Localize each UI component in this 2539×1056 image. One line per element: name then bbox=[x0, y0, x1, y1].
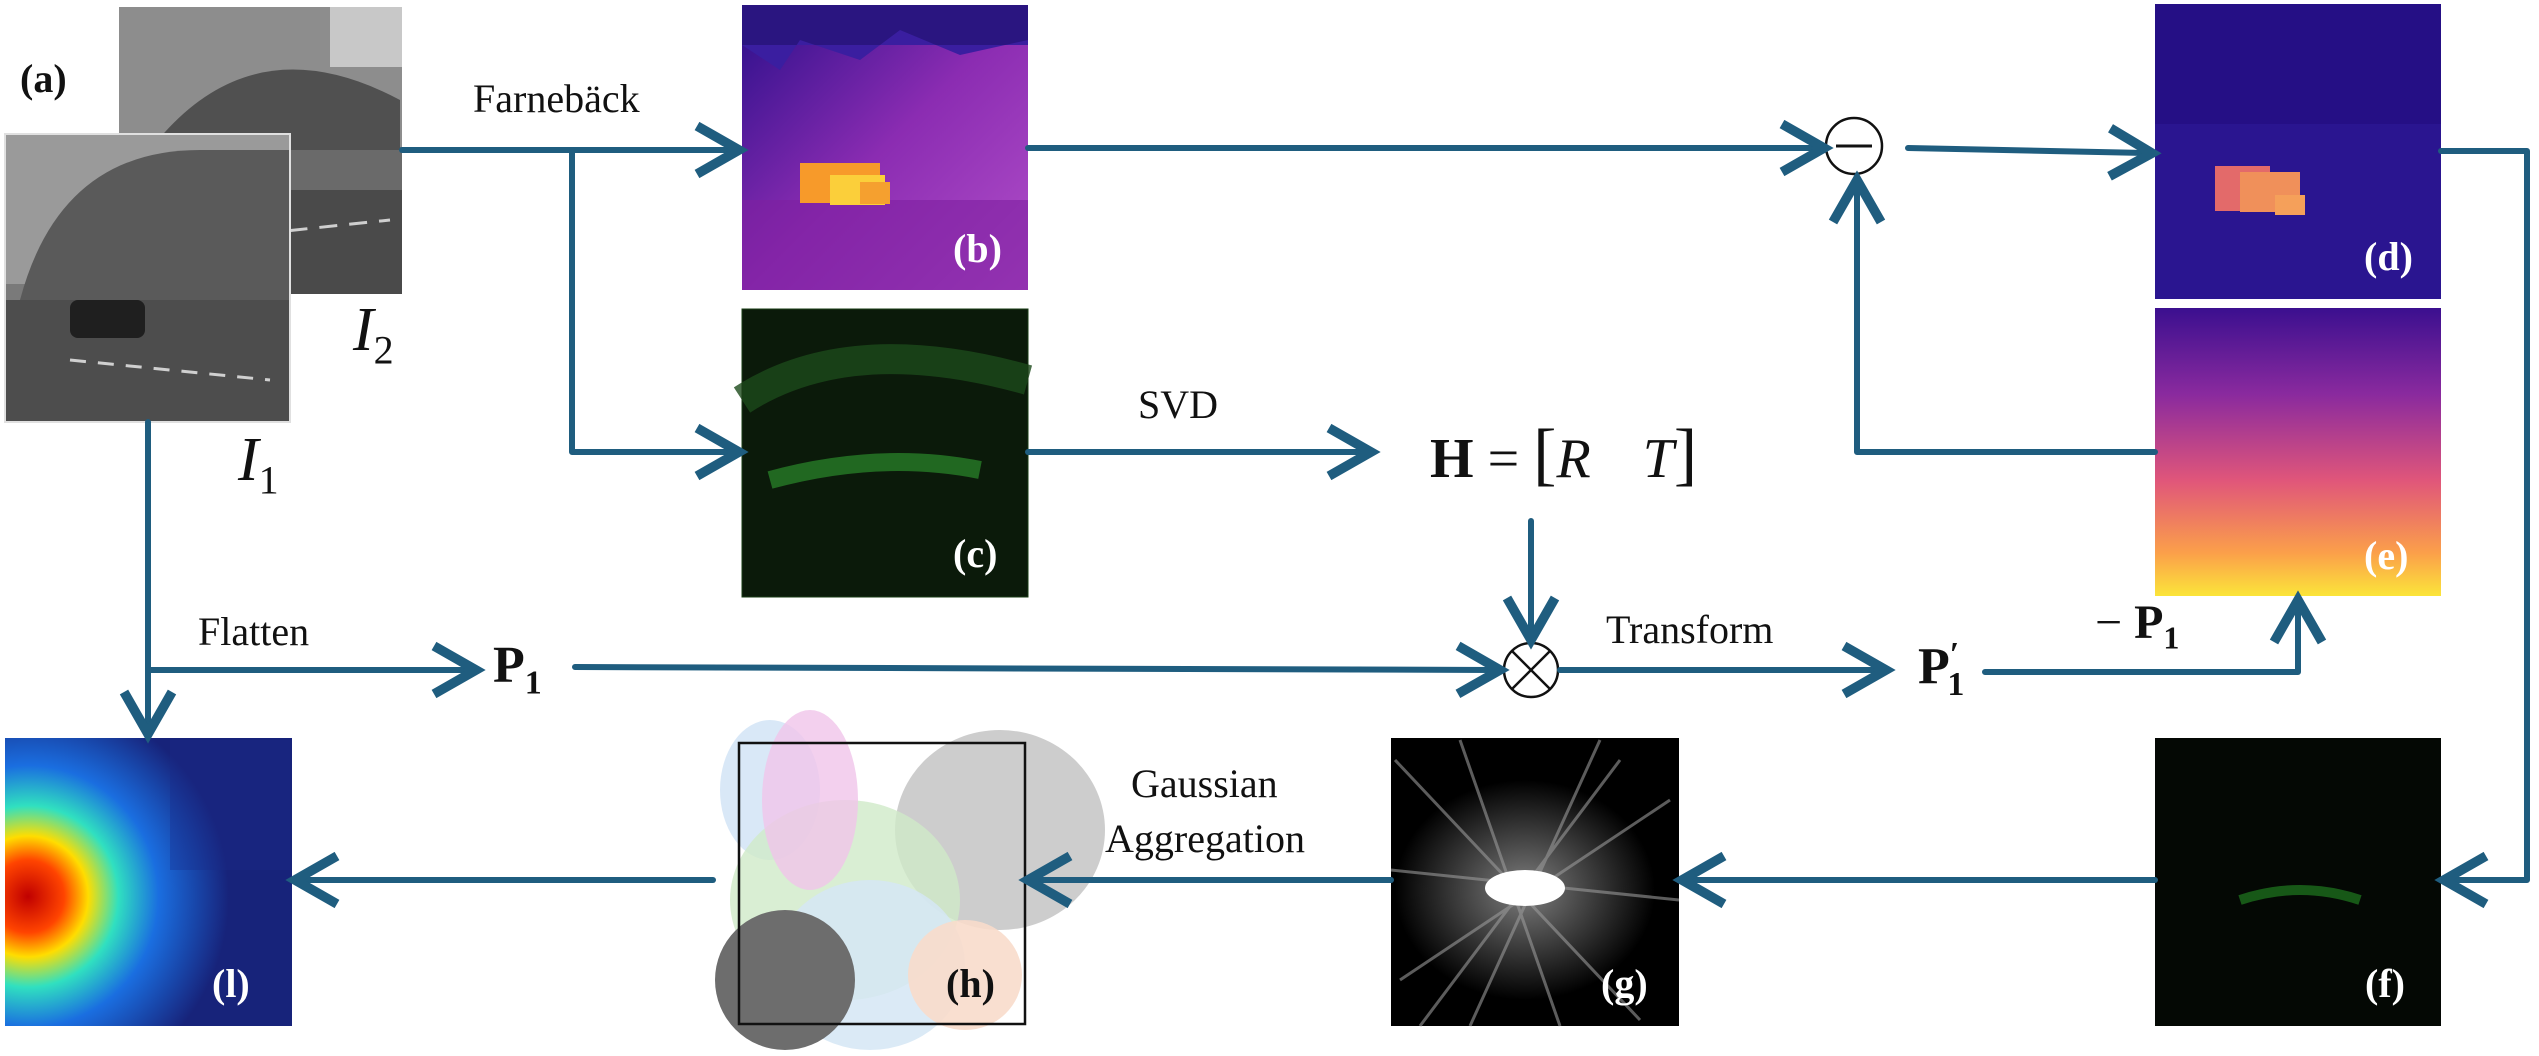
panel-label-d: (d) bbox=[2364, 233, 2413, 280]
edge-label-farneback: Farnebäck bbox=[473, 75, 640, 122]
edge-label-svd: SVD bbox=[1138, 381, 1218, 428]
panel-label-h: (h) bbox=[946, 960, 995, 1007]
arrow-branch-to-c bbox=[572, 150, 733, 452]
label-i2: I2 bbox=[353, 295, 394, 373]
subtract-node bbox=[1826, 118, 1882, 174]
panel-label-f: (f) bbox=[2365, 960, 2405, 1007]
arrow-e-to-subtract bbox=[1857, 186, 2155, 452]
label-i1: I1 bbox=[238, 425, 279, 503]
edge-label-gaussian: Gaussian bbox=[1131, 760, 1278, 807]
label-p1: P1 bbox=[493, 636, 542, 702]
input-frame-i1 bbox=[5, 134, 290, 422]
panel-label-l: (l) bbox=[212, 960, 250, 1007]
arrow-subtract-to-d bbox=[1908, 148, 2146, 153]
edge-label-aggregation: Aggregation bbox=[1105, 815, 1305, 862]
edge-label-flatten: Flatten bbox=[198, 608, 309, 655]
panel-label-g: (g) bbox=[1601, 960, 1648, 1007]
panel-label-b: (b) bbox=[953, 225, 1002, 272]
edge-label-transform: Transform bbox=[1606, 606, 1773, 653]
label-p1-prime: P′1 bbox=[1918, 636, 1964, 704]
homography-expression: H = [R T] bbox=[1430, 415, 1697, 495]
arrow-d-to-f bbox=[2441, 151, 2527, 880]
panel-label-c: (c) bbox=[953, 530, 997, 577]
panel-label-e: (e) bbox=[2364, 532, 2408, 579]
label-neg-p1: − P1 bbox=[2095, 595, 2179, 657]
multiply-node bbox=[1504, 643, 1558, 697]
panel-label-a: (a) bbox=[20, 55, 67, 102]
arrow-p1-to-multiply bbox=[575, 667, 1494, 670]
